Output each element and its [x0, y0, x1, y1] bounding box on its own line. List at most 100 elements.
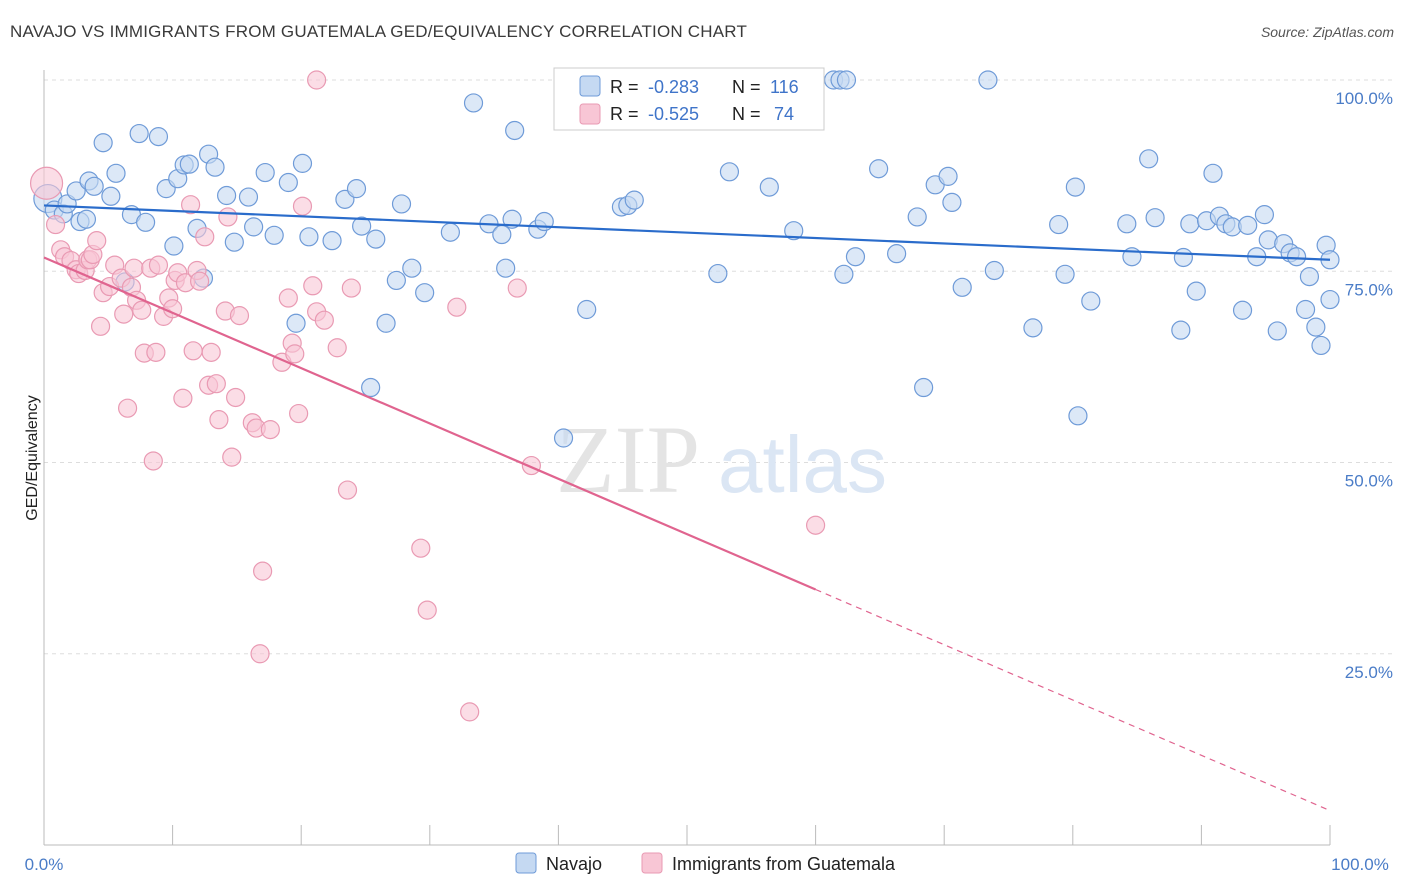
navajo-point — [1139, 149, 1159, 169]
legend-r-value-guatemala: -0.525 — [648, 104, 699, 124]
navajo-point — [978, 70, 998, 90]
navajo-point — [135, 212, 156, 232]
guatemala-point — [229, 306, 250, 326]
navajo-point — [352, 216, 372, 236]
guatemala-point — [218, 207, 238, 227]
guatemala-point — [289, 403, 309, 424]
navajo-point — [322, 231, 342, 251]
navajo-point — [1267, 321, 1287, 341]
guatemala-point — [805, 515, 826, 535]
navajo-point — [148, 127, 169, 147]
navajo-point — [759, 177, 779, 197]
navajo-point — [1173, 247, 1193, 268]
guatemala-point — [314, 310, 334, 330]
navajo-point — [292, 153, 313, 173]
legend-n-value-guatemala: 74 — [774, 104, 794, 124]
watermark: ZIP atlas — [556, 406, 887, 513]
navajo-point — [1299, 267, 1320, 287]
navajo-point — [346, 179, 367, 199]
guatemala-point — [226, 387, 246, 408]
guatemala-point — [117, 398, 138, 418]
guatemala-point — [29, 166, 64, 200]
bottom-legend-guatemala: Immigrants from Guatemala — [672, 854, 896, 874]
guatemala-point — [307, 70, 327, 90]
watermark-atlas: atlas — [718, 420, 887, 509]
guatemala-point — [90, 316, 111, 336]
navajo-point — [440, 222, 460, 242]
navajo-point — [217, 185, 237, 206]
x-tick-label-max: 100.0% — [1331, 855, 1389, 874]
legend-r-label-guatemala: R = — [610, 104, 639, 124]
navajo-point — [1232, 300, 1253, 320]
navajo-point — [834, 264, 854, 284]
bottom-legend-swatch-navajo — [515, 852, 537, 874]
navajo-point — [1023, 318, 1043, 338]
navajo-point — [836, 70, 857, 90]
navajo-point — [238, 187, 259, 207]
legend-n-label-navajo: N = — [732, 77, 761, 97]
navajo-point — [264, 225, 284, 245]
navajo-point — [492, 224, 512, 245]
watermark-zip: ZIP — [556, 406, 700, 513]
navajo-point — [1295, 299, 1316, 320]
guatemala-point — [146, 342, 166, 362]
navajo-point — [887, 244, 907, 264]
guatemala-point — [507, 278, 527, 298]
guatemala-point — [206, 374, 226, 394]
guatemala-point — [173, 388, 193, 408]
navajo-point — [708, 263, 728, 284]
legend-r-label-navajo: R = — [610, 77, 639, 97]
navajo-point — [1117, 214, 1137, 234]
navajo-point — [1068, 406, 1088, 426]
navajo-point — [505, 120, 525, 141]
guatemala-point — [250, 644, 270, 664]
navajo-point — [1055, 264, 1075, 284]
trend-line-guatemala — [43, 256, 817, 591]
navajo-point — [463, 93, 484, 113]
navajo-point — [502, 209, 522, 229]
trend-line-navajo — [43, 204, 1331, 261]
guatemala-point — [303, 276, 323, 296]
legend-n-label-guatemala: N = — [732, 104, 761, 124]
navajo-point — [907, 207, 927, 227]
guatemala-point — [132, 300, 152, 320]
navajo-point — [1180, 214, 1200, 234]
navajo-point — [1145, 208, 1165, 228]
navajo-point — [1320, 289, 1340, 310]
trend-line-guatemala-extension — [815, 588, 1331, 812]
guatemala-point — [183, 341, 203, 361]
bottom-legend-navajo: Navajo — [546, 854, 602, 874]
y-tick-label-100: 100.0% — [1335, 89, 1393, 108]
guatemala-point — [411, 538, 431, 558]
navajo-point — [942, 192, 962, 212]
navajo-point — [101, 186, 121, 206]
navajo-point — [1286, 247, 1307, 267]
trend-lines — [43, 204, 1331, 812]
navajo-point — [286, 313, 306, 333]
navajo-point — [415, 283, 435, 303]
guatemala-point — [148, 255, 169, 275]
x-tick-label-min: 0.0% — [25, 855, 64, 874]
navajo-point — [1203, 163, 1223, 183]
navajo-point — [361, 377, 381, 398]
navajo-point — [1306, 317, 1326, 337]
guatemala-point — [253, 561, 273, 581]
navajo-point — [164, 236, 184, 256]
legend-swatch-guatemala — [579, 103, 601, 125]
navajo-point — [869, 159, 889, 179]
x-ticks — [172, 825, 1331, 845]
navajo-point — [914, 377, 934, 398]
guatemala-point — [124, 258, 144, 278]
navajo-point — [719, 162, 740, 182]
navajo-point — [553, 428, 574, 448]
guatemala-point — [417, 600, 437, 620]
guatemala-point — [460, 702, 480, 722]
guatemala-point — [209, 410, 229, 430]
navajo-point — [57, 194, 77, 214]
legend-swatch-navajo — [579, 75, 601, 97]
bottom-legend-swatch-guatemala — [641, 852, 663, 874]
guatemala-point — [447, 297, 467, 317]
legend-r-value-navajo: -0.283 — [648, 77, 699, 97]
navajo-point — [179, 154, 199, 174]
